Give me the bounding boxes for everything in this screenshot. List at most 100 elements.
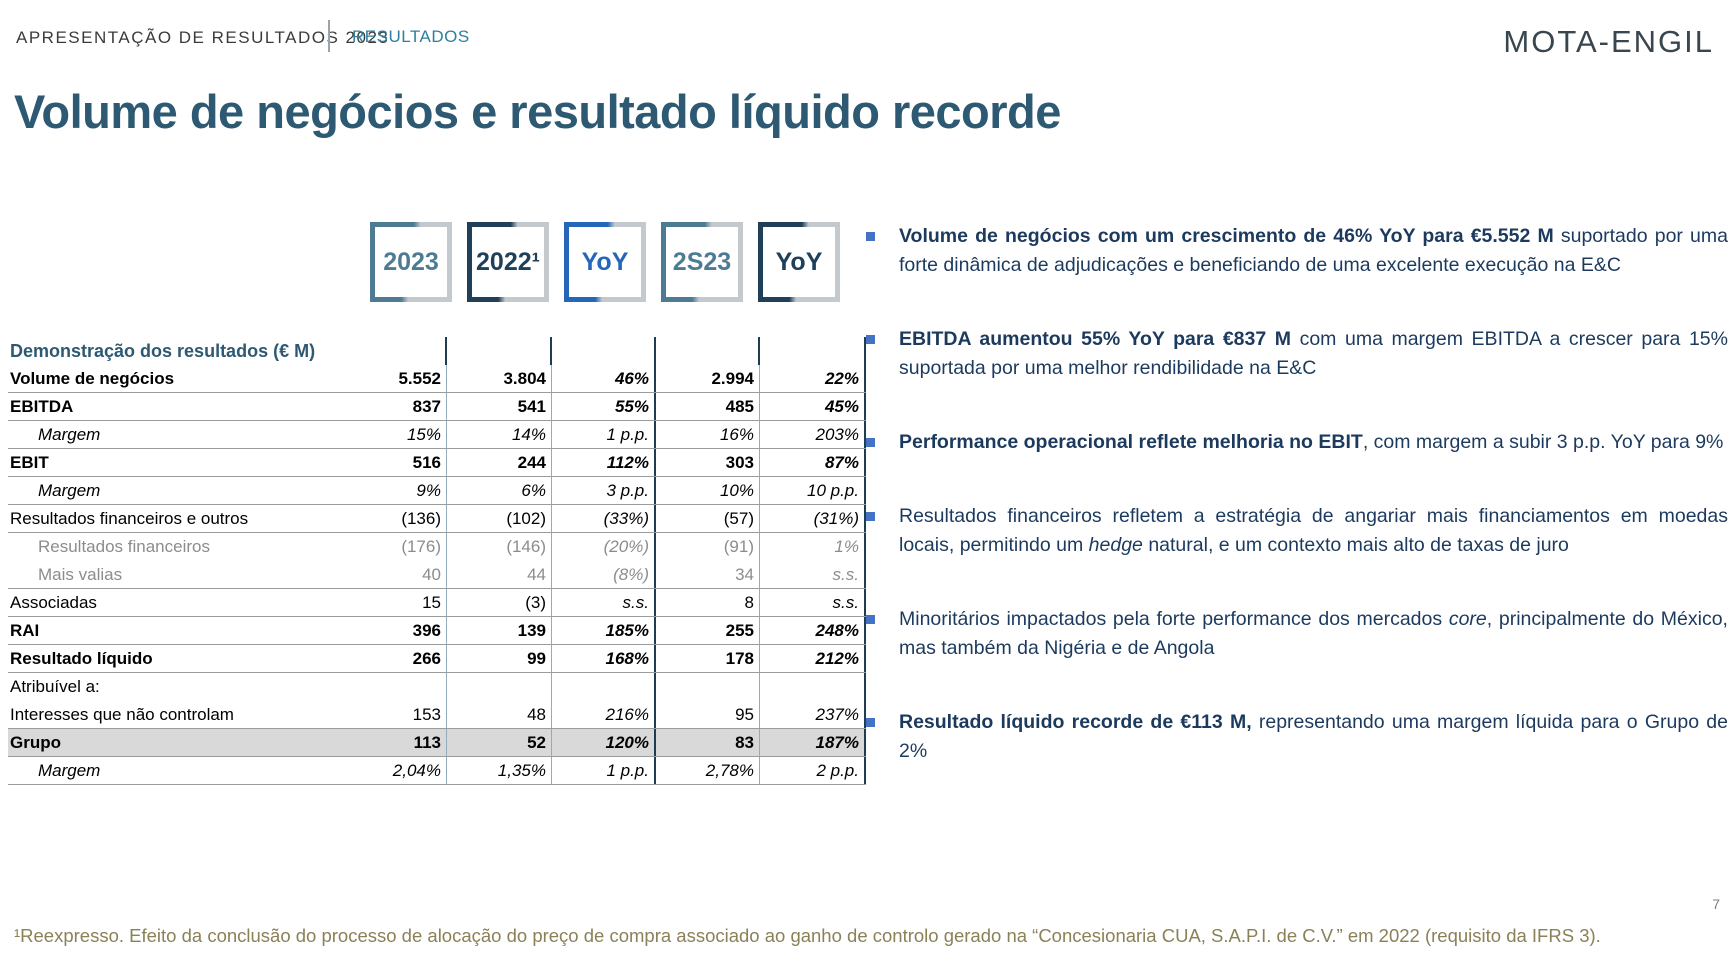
row-value: 255 — [656, 617, 760, 644]
presentation-label: APRESENTAÇÃO DE RESULTADOS 2023 — [16, 28, 390, 47]
bullet-item-4: Resultados financeiros refletem a estrat… — [862, 502, 1728, 560]
row-value — [447, 673, 552, 701]
row-value: 541 — [447, 393, 552, 420]
row-value: 178 — [656, 645, 760, 672]
period-box-label: 2023 — [383, 247, 439, 276]
row-value: 99 — [447, 645, 552, 672]
row-value: 16% — [656, 421, 760, 448]
row-value: 1 p.p. — [552, 421, 656, 448]
row-value: 212% — [760, 645, 866, 672]
row-value — [552, 673, 656, 701]
row-label: Associadas — [10, 592, 97, 612]
row-value: 1,35% — [447, 757, 552, 784]
row-value — [656, 673, 760, 701]
row-value: 83 — [656, 729, 760, 756]
bullet-item-3: Performance operacional reflete melhoria… — [862, 428, 1728, 457]
row-value: 266 — [342, 645, 447, 672]
table-row: Associadas 15 (3) s.s. 8 s.s. — [8, 589, 866, 617]
period-boxes: 2023 2022¹ YoY 2S23 YoY — [370, 222, 840, 302]
table-header-cell — [656, 337, 760, 365]
bullet-segment: Resultados financeiros refletem a estrat… — [899, 505, 1728, 556]
period-box-label: YoY — [581, 247, 629, 276]
bullet-segment: , com margem a subir 3 p.p. YoY para 9% — [1362, 431, 1724, 453]
row-value: 45% — [760, 393, 866, 420]
bullet-segment: core — [1448, 608, 1487, 630]
bullet-text: Resultados financeiros refletem a estrat… — [899, 502, 1728, 560]
table-header-cell — [447, 337, 552, 365]
row-label: Grupo — [10, 732, 61, 752]
bullet-segment: suportado por uma forte dinâmica de adju… — [899, 225, 1728, 276]
bullet-square-icon — [866, 335, 875, 344]
table-row: Atribuível a: — [8, 673, 866, 701]
row-value: (3) — [447, 589, 552, 616]
page-number: 7 — [1712, 896, 1720, 912]
row-value: 244 — [447, 449, 552, 476]
row-value: 22% — [760, 365, 866, 392]
row-value: (31%) — [760, 505, 866, 532]
row-value: 203% — [760, 421, 866, 448]
row-value: (8%) — [552, 561, 656, 588]
bullet-segment: Performance operacional reflete melhoria… — [899, 431, 1363, 453]
row-label: Margem — [38, 424, 101, 444]
row-label: Resultados financeiros e outros — [10, 508, 249, 528]
row-value: 516 — [342, 449, 447, 476]
row-label: Interesses que não controlam — [10, 704, 234, 724]
table-row: EBITDA 837 541 55% 485 45% — [8, 393, 866, 421]
bullet-segment: hedge — [1088, 534, 1143, 556]
row-label: Margem — [38, 760, 101, 780]
bullet-square-icon — [866, 718, 875, 727]
section-tab-resultados[interactable]: RESULTADOS — [352, 27, 470, 46]
row-value: 248% — [760, 617, 866, 644]
row-value: 46% — [552, 365, 656, 392]
table-row: Margem 2,04% 1,35% 1 p.p. 2,78% 2 p.p. — [8, 757, 866, 785]
row-label: Mais valias — [38, 564, 123, 584]
row-value: (176) — [342, 533, 447, 561]
period-box-3: YoY — [564, 222, 646, 302]
table-header-cell — [552, 337, 656, 365]
row-value: 168% — [552, 645, 656, 672]
bullet-segment: natural, e um contexto mais alto de taxa… — [1142, 534, 1569, 556]
row-value: 34 — [656, 561, 760, 588]
footnote: ¹Reexpresso. Efeito da conclusão do proc… — [14, 925, 1601, 946]
row-value: (33%) — [552, 505, 656, 532]
table-row: Resultados financeiros (176) (146) (20%) (91… — [8, 533, 866, 561]
bullet-text: Performance operacional reflete melhoria… — [899, 428, 1723, 457]
row-label: RAI — [10, 620, 40, 640]
row-label: Volume de negócios — [10, 368, 175, 388]
row-value: 185% — [552, 617, 656, 644]
table-row: Interesses que não controlam 153 48 216% 95 2… — [8, 701, 866, 729]
bullet-segment: Resultado líquido recorde de €113 M, — [899, 711, 1252, 733]
row-value: 8 — [656, 589, 760, 616]
period-box-label: 2S23 — [672, 247, 732, 276]
row-value: 837 — [342, 393, 447, 420]
period-box-label: 2022¹ — [476, 247, 540, 276]
row-value: 87% — [760, 449, 866, 476]
row-value: 14% — [447, 421, 552, 448]
row-value: 48 — [447, 701, 552, 728]
row-value: 40 — [342, 561, 447, 588]
row-value — [760, 673, 866, 701]
bullet-item-1: Volume de negócios com um crescimento de… — [862, 222, 1728, 280]
bullet-text: Volume de negócios com um crescimento de… — [899, 222, 1728, 280]
bullet-text: Resultado líquido recorde de €113 M, rep… — [899, 708, 1728, 766]
bullet-segment: representando uma margem líquida para o … — [899, 711, 1728, 762]
row-value: 216% — [552, 701, 656, 728]
row-value: s.s. — [760, 561, 866, 588]
bullet-item-6: Resultado líquido recorde de €113 M, rep… — [862, 708, 1728, 766]
table-row: Resultados financeiros e outros (136) (102… — [8, 505, 866, 533]
row-label: Resultados financeiros — [38, 537, 210, 556]
bullet-segment: com uma margem EBITDA a crescer para 15%… — [899, 328, 1728, 379]
row-label: Atribuível a: — [10, 677, 100, 696]
table-row: Mais valias 40 44 (8%) 34 s.s. — [8, 561, 866, 589]
row-value: 153 — [342, 701, 447, 728]
bullet-text: Minoritários impactados pela forte perfo… — [899, 605, 1728, 663]
table-header-row: Demonstração dos resultados (€ M) — [8, 337, 866, 365]
row-value: 95 — [656, 701, 760, 728]
row-value: (146) — [447, 533, 552, 561]
row-value: 187% — [760, 729, 866, 756]
table-header-cell — [342, 337, 447, 365]
period-box-label: YoY — [775, 247, 823, 276]
row-value: 1% — [760, 533, 866, 561]
row-value: 2 p.p. — [760, 757, 866, 784]
